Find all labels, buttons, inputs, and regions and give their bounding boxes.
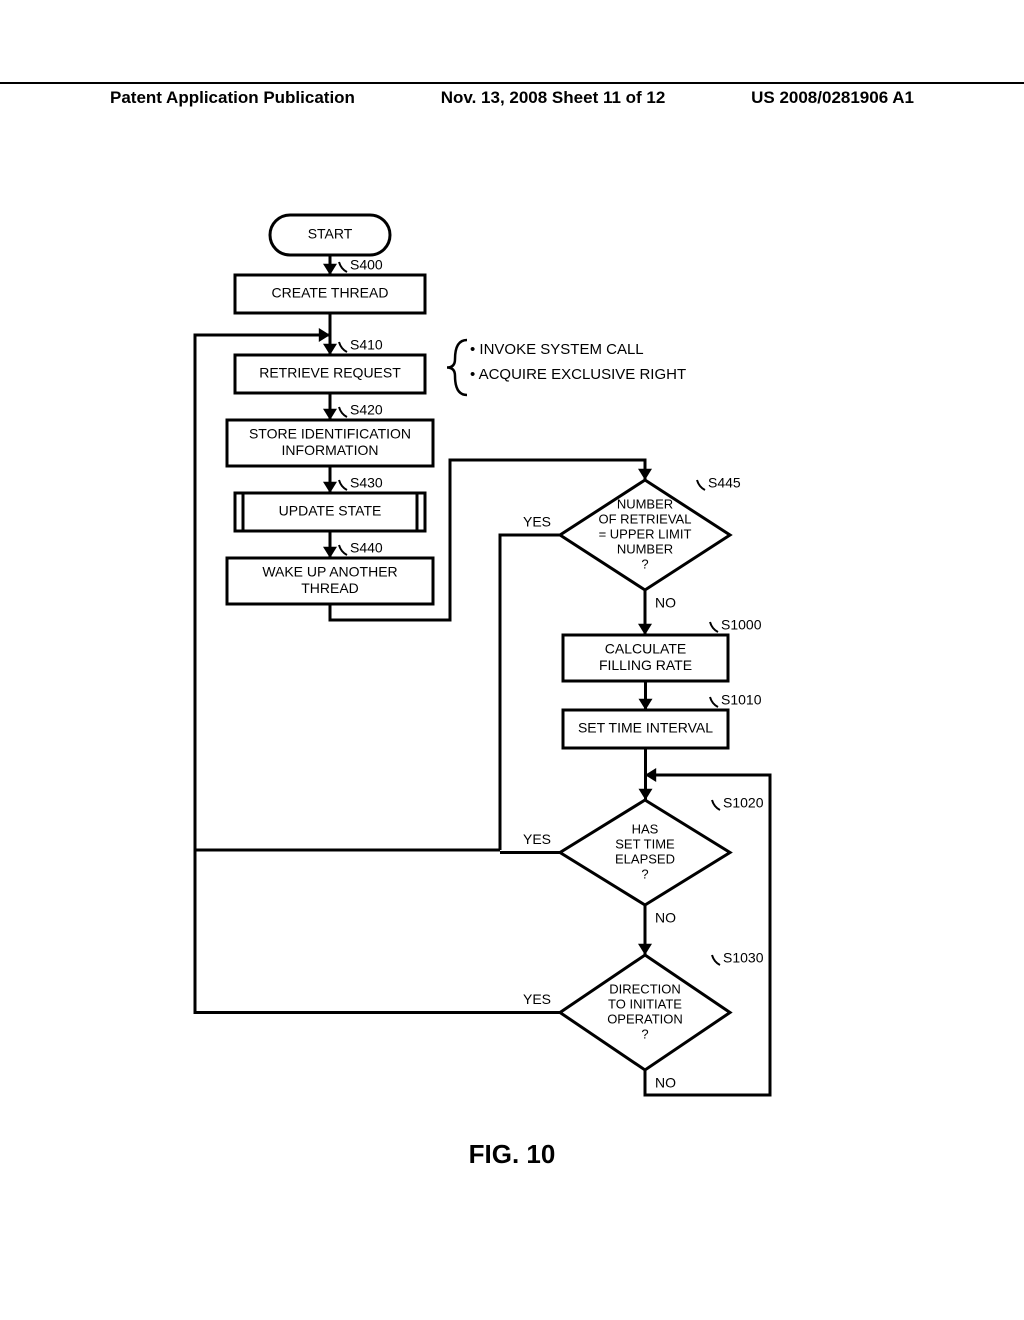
svg-text:UPDATE STATE: UPDATE STATE xyxy=(279,503,382,519)
svg-text:NO: NO xyxy=(655,910,676,926)
svg-text:= UPPER LIMIT: = UPPER LIMIT xyxy=(599,526,692,541)
svg-text:YES: YES xyxy=(523,991,551,1007)
svg-text:YES: YES xyxy=(523,514,551,530)
svg-text:?: ? xyxy=(641,1026,648,1041)
svg-text:NO: NO xyxy=(655,1075,676,1091)
svg-text:?: ? xyxy=(641,556,648,571)
svg-text:S1000: S1000 xyxy=(721,617,762,633)
svg-text:S400: S400 xyxy=(350,257,383,273)
svg-text:S445: S445 xyxy=(708,475,741,491)
svg-text:YES: YES xyxy=(523,831,551,847)
svg-text:S420: S420 xyxy=(350,402,383,418)
svg-text:S440: S440 xyxy=(350,540,383,556)
svg-text:S410: S410 xyxy=(350,337,383,353)
svg-text:NO: NO xyxy=(655,595,676,611)
svg-text:S430: S430 xyxy=(350,475,383,491)
svg-text:INFORMATION: INFORMATION xyxy=(282,442,379,458)
svg-text:OPERATION: OPERATION xyxy=(607,1011,683,1026)
svg-text:S1030: S1030 xyxy=(723,950,764,966)
svg-text:DIRECTION: DIRECTION xyxy=(609,982,681,997)
svg-text:START: START xyxy=(308,226,353,242)
svg-text:TO INITIATE: TO INITIATE xyxy=(608,996,682,1011)
svg-text:NUMBER: NUMBER xyxy=(617,541,673,556)
svg-text:CREATE THREAD: CREATE THREAD xyxy=(272,285,389,301)
svg-text:SET TIME: SET TIME xyxy=(615,836,675,851)
svg-text:OF RETRIEVAL: OF RETRIEVAL xyxy=(599,511,692,526)
svg-text:HAS: HAS xyxy=(632,822,659,837)
page: Patent Application Publication Nov. 13, … xyxy=(0,0,1024,1320)
svg-text:NUMBER: NUMBER xyxy=(617,497,673,512)
svg-text:FILLING RATE: FILLING RATE xyxy=(599,657,692,673)
svg-text:WAKE UP ANOTHER: WAKE UP ANOTHER xyxy=(262,564,397,580)
figure-title: FIG. 10 xyxy=(0,1139,1024,1170)
svg-text:S1020: S1020 xyxy=(723,795,764,811)
svg-text:STORE IDENTIFICATION: STORE IDENTIFICATION xyxy=(249,426,411,442)
svg-text:S1010: S1010 xyxy=(721,692,762,708)
svg-text:ELAPSED: ELAPSED xyxy=(615,851,675,866)
svg-text:CALCULATE: CALCULATE xyxy=(605,641,686,657)
svg-text:SET TIME INTERVAL: SET TIME INTERVAL xyxy=(578,720,713,736)
svg-text:?: ? xyxy=(641,866,648,881)
svg-text:• INVOKE SYSTEM CALL: • INVOKE SYSTEM CALL xyxy=(470,341,644,358)
flowchart-svg: START CREATE THREAD RETRIEVE REQUEST STORE … xyxy=(0,0,1024,1320)
svg-text:• ACQUIRE EXCLUSIVE RIGHT: • ACQUIRE EXCLUSIVE RIGHT xyxy=(470,366,686,383)
svg-text:RETRIEVE REQUEST: RETRIEVE REQUEST xyxy=(259,365,401,381)
svg-text:THREAD: THREAD xyxy=(301,580,359,596)
